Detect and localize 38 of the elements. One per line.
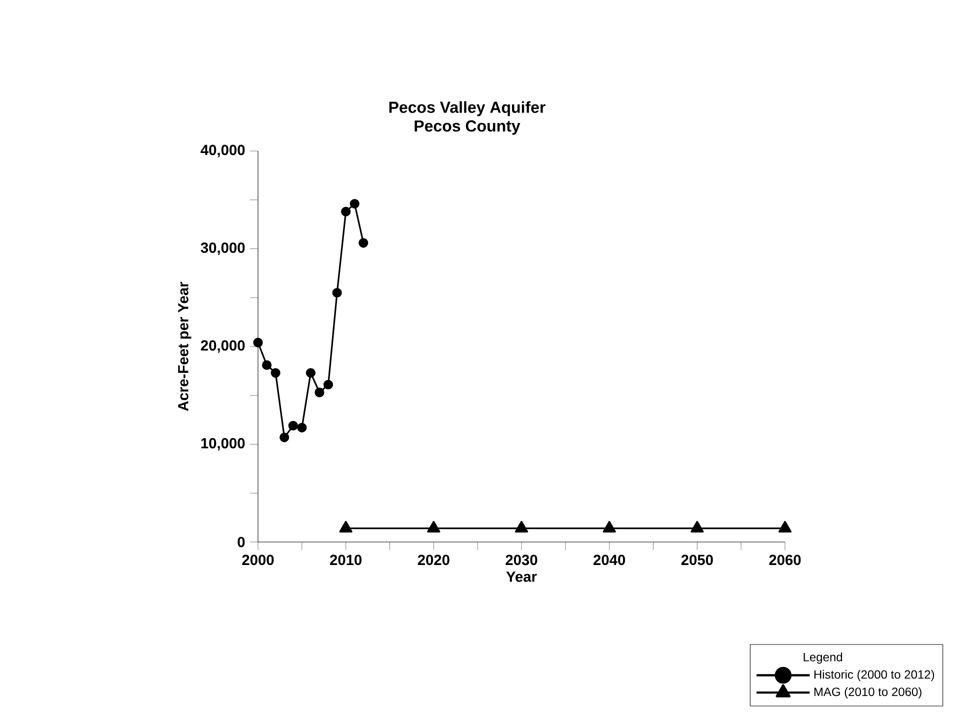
point bbox=[270, 368, 280, 378]
point bbox=[350, 198, 360, 209]
point bbox=[427, 520, 440, 532]
point bbox=[323, 380, 334, 390]
y-tick-label: 0 bbox=[238, 536, 245, 548]
point bbox=[306, 368, 316, 378]
point bbox=[341, 206, 351, 216]
point bbox=[297, 422, 307, 432]
point bbox=[288, 420, 298, 430]
chart-subtitle: Pecos County bbox=[414, 120, 520, 135]
y-tick-label: 10,000 bbox=[201, 438, 245, 451]
x-axis-title: Year bbox=[506, 572, 537, 582]
y-tick-label: 30,000 bbox=[200, 242, 245, 256]
x-tick-label: 2010 bbox=[330, 554, 362, 566]
y-axis-title: Acre-Feet per Year bbox=[178, 282, 192, 411]
point bbox=[358, 238, 368, 248]
point bbox=[332, 288, 342, 298]
y-tick-label: 20,000 bbox=[200, 340, 245, 353]
point bbox=[314, 388, 324, 398]
legend-title: Legend bbox=[804, 652, 842, 664]
point bbox=[690, 520, 704, 532]
x-tick-label: 2000 bbox=[242, 554, 274, 566]
x-tick-label: 2040 bbox=[594, 554, 626, 566]
point bbox=[514, 520, 528, 532]
x-tick-label: 2060 bbox=[769, 554, 801, 566]
x-tick-label: 2030 bbox=[506, 554, 538, 566]
y-tick-label: 40,000 bbox=[200, 144, 245, 158]
point bbox=[602, 520, 616, 532]
chart-title: Pecos Valley Aquifer bbox=[389, 101, 546, 116]
point bbox=[778, 520, 792, 532]
point bbox=[262, 360, 272, 370]
x-tick-label: 2020 bbox=[418, 554, 450, 566]
legend-label: Historic (2000 to 2012) bbox=[814, 670, 934, 682]
point bbox=[253, 338, 263, 348]
point bbox=[280, 432, 290, 442]
x-tick-label: 2050 bbox=[681, 554, 713, 566]
legend-label: MAG (2010 to 2060) bbox=[814, 687, 922, 698]
point bbox=[339, 520, 352, 532]
